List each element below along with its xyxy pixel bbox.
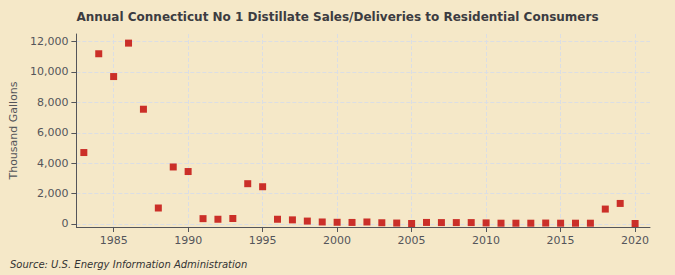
svg-text:2005: 2005 <box>398 234 426 247</box>
svg-text:4,000: 4,000 <box>37 157 69 170</box>
svg-text:6,000: 6,000 <box>37 126 69 139</box>
svg-text:2020: 2020 <box>621 234 649 247</box>
svg-text:Thousand Gallons: Thousand Gallons <box>7 81 20 180</box>
svg-text:1995: 1995 <box>249 234 277 247</box>
svg-text:12,000: 12,000 <box>30 35 69 48</box>
svg-text:10,000: 10,000 <box>30 65 69 78</box>
svg-text:2,000: 2,000 <box>37 187 69 200</box>
svg-text:Annual Connecticut No 1 Distil: Annual Connecticut No 1 Distillate Sales… <box>76 10 598 24</box>
svg-text:Source: U.S. Energy Informatio: Source: U.S. Energy Information Administ… <box>10 259 247 270</box>
svg-text:2010: 2010 <box>472 234 500 247</box>
svg-text:1985: 1985 <box>100 234 128 247</box>
svg-text:2000: 2000 <box>323 234 351 247</box>
svg-text:0: 0 <box>61 217 68 230</box>
svg-text:1990: 1990 <box>174 234 202 247</box>
svg-text:2015: 2015 <box>547 234 575 247</box>
svg-text:8,000: 8,000 <box>37 96 69 109</box>
